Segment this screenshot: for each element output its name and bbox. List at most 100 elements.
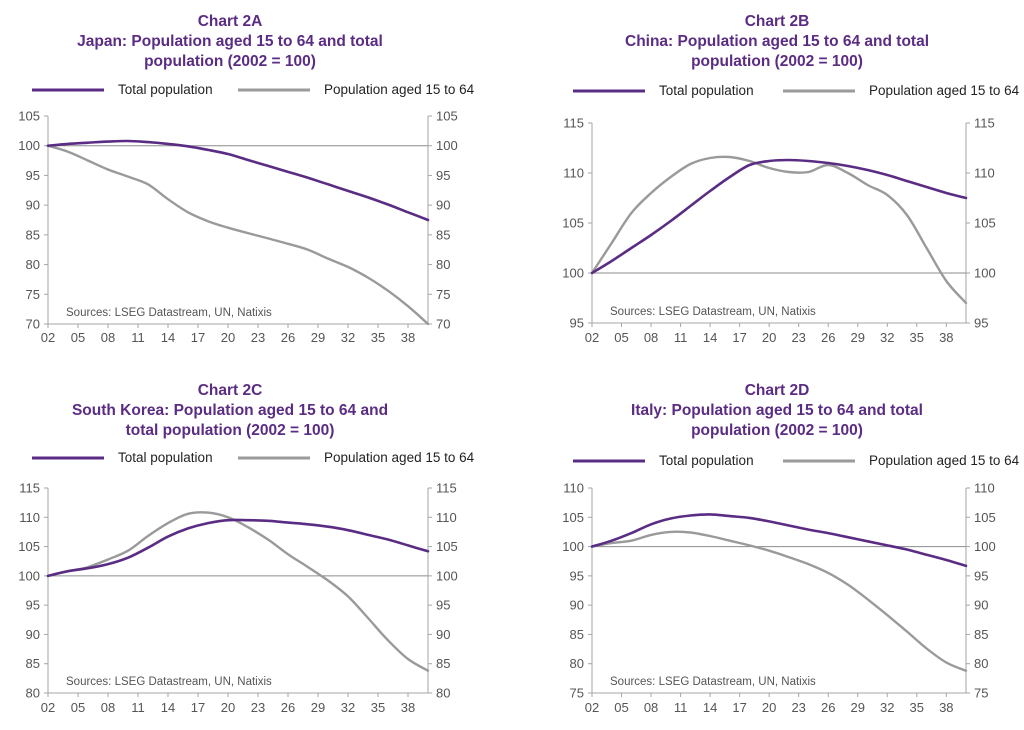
x-tick-label: 23 — [251, 330, 265, 345]
y-tick-label-left: 85 — [570, 627, 584, 642]
chart-title-line: population (2002 = 100) — [691, 53, 863, 70]
x-tick-label: 20 — [762, 700, 776, 715]
legend-label-working: Population aged 15 to 64 — [869, 83, 1020, 98]
x-tick-label: 32 — [880, 700, 894, 715]
x-tick-label: 20 — [221, 330, 235, 345]
y-tick-label-right: 75 — [974, 686, 988, 701]
x-tick-label: 08 — [101, 330, 115, 345]
x-tick-label: 08 — [644, 700, 658, 715]
chart-number: Chart 2D — [745, 382, 810, 399]
x-tick-label: 32 — [880, 330, 894, 345]
y-tick-label-right: 110 — [974, 166, 995, 181]
y-tick-label-left: 95 — [26, 598, 40, 613]
source-note: Sources: LSEG Datastream, UN, Natixis — [66, 307, 272, 319]
chart-number: Chart 2B — [745, 13, 810, 30]
y-tick-label-right: 95 — [974, 316, 988, 331]
legend-label-working: Population aged 15 to 64 — [324, 82, 475, 97]
y-tick-label-right: 90 — [974, 598, 988, 613]
y-tick-label-left: 100 — [18, 138, 40, 153]
x-tick-label: 14 — [161, 700, 175, 715]
y-tick-label-left: 75 — [570, 686, 584, 701]
legend-label-working: Population aged 15 to 64 — [869, 453, 1020, 468]
chart-number: Chart 2A — [198, 13, 263, 30]
chart-title-line: China: Population aged 15 to 64 and tota… — [625, 33, 929, 50]
x-tick-label: 35 — [910, 330, 924, 345]
series-line-total-population — [46, 518, 430, 578]
x-tick-label: 08 — [644, 330, 658, 345]
chart-panel-1: Chart 2B China: Population aged 15 to 64 … — [562, 13, 1019, 345]
series-line-total-population — [46, 139, 430, 222]
x-tick-label: 11 — [674, 700, 688, 715]
chart-title-line: population (2002 = 100) — [144, 53, 316, 70]
x-tick-label: 35 — [910, 700, 924, 715]
series-line-working-age-population — [590, 155, 968, 305]
y-tick-label-left: 80 — [570, 656, 584, 671]
y-tick-label-right: 90 — [436, 198, 450, 213]
x-tick-label: 05 — [71, 330, 85, 345]
y-tick-label-left: 90 — [26, 198, 40, 213]
series-line-working-age-population — [46, 511, 430, 672]
legend-label-total: Total population — [118, 450, 213, 465]
x-tick-label: 29 — [311, 700, 325, 715]
y-tick-label-left: 100 — [562, 266, 584, 281]
x-tick-label: 23 — [791, 330, 805, 345]
y-tick-label-right: 105 — [436, 539, 458, 554]
y-tick-label-left: 70 — [26, 317, 40, 332]
y-tick-label-left: 85 — [26, 227, 40, 242]
x-tick-label: 02 — [585, 700, 599, 715]
chart-number: Chart 2C — [198, 382, 263, 399]
chart-panel-0: Chart 2A Japan: Population aged 15 to 64 … — [18, 13, 474, 345]
x-tick-label: 08 — [101, 700, 115, 715]
y-tick-label-right: 95 — [436, 168, 450, 183]
x-tick-label: 29 — [311, 330, 325, 345]
y-tick-label-left: 90 — [26, 627, 40, 642]
y-tick-label-left: 100 — [562, 539, 584, 554]
y-tick-label-left: 115 — [563, 116, 584, 131]
x-tick-label: 38 — [939, 700, 953, 715]
legend-label-total: Total population — [659, 83, 754, 98]
legend-label-total: Total population — [118, 82, 213, 97]
y-tick-label-right: 85 — [436, 656, 450, 671]
x-tick-label: 32 — [341, 700, 355, 715]
x-tick-label: 32 — [341, 330, 355, 345]
chart-title-line: South Korea: Population aged 15 to 64 an… — [72, 402, 388, 419]
series-line-total-population — [590, 513, 968, 568]
x-tick-label: 05 — [614, 700, 628, 715]
series-line-total-population — [590, 158, 968, 275]
y-tick-label-right: 100 — [974, 539, 996, 554]
x-tick-label: 26 — [821, 330, 835, 345]
x-tick-label: 23 — [791, 700, 805, 715]
x-tick-label: 02 — [41, 330, 55, 345]
x-tick-label: 05 — [71, 700, 85, 715]
chart-title-line: total population (2002 = 100) — [126, 422, 335, 439]
y-tick-label-left: 80 — [26, 257, 40, 272]
y-tick-label-left: 105 — [18, 539, 40, 554]
x-tick-label: 17 — [732, 330, 746, 345]
y-tick-label-left: 95 — [570, 568, 584, 583]
source-note: Sources: LSEG Datastream, UN, Natixis — [66, 676, 272, 688]
y-tick-label-right: 105 — [974, 216, 996, 231]
y-tick-label-right: 110 — [436, 510, 457, 525]
x-tick-label: 29 — [851, 330, 865, 345]
y-tick-label-right: 115 — [974, 116, 995, 131]
x-tick-label: 11 — [131, 330, 145, 345]
y-tick-label-right: 105 — [436, 109, 458, 124]
x-tick-label: 02 — [585, 330, 599, 345]
x-tick-label: 17 — [191, 700, 205, 715]
y-tick-label-left: 85 — [26, 656, 40, 671]
y-tick-label-left: 105 — [562, 510, 584, 525]
y-tick-label-right: 95 — [436, 598, 450, 613]
y-tick-label-right: 70 — [436, 317, 450, 332]
y-tick-label-right: 75 — [436, 287, 450, 302]
x-tick-label: 26 — [821, 700, 835, 715]
y-tick-label-left: 95 — [26, 168, 40, 183]
y-tick-label-right: 105 — [974, 510, 996, 525]
y-tick-label-right: 100 — [436, 138, 458, 153]
y-tick-label-right: 95 — [974, 568, 988, 583]
chart-title-line: Italy: Population aged 15 to 64 and tota… — [631, 402, 923, 419]
x-tick-label: 20 — [762, 330, 776, 345]
x-tick-label: 11 — [131, 700, 145, 715]
y-tick-label-left: 110 — [19, 510, 40, 525]
